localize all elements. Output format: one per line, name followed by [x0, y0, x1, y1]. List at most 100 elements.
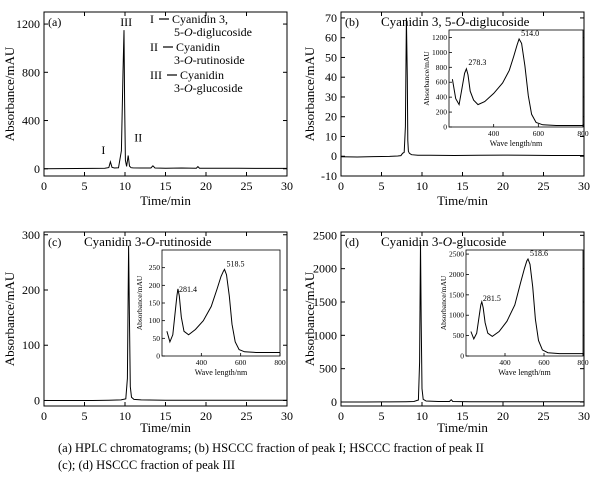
inset-peak-label: 518.6 [530, 249, 548, 258]
inset-x-tick-label: 600 [533, 129, 545, 138]
x-tick-label: 5 [379, 409, 385, 423]
inset-x-tick-label: 400 [499, 358, 511, 367]
figure-caption-line-2: (c); (d) HSCCC fraction of peak III [58, 458, 236, 472]
inset-y-tick-label: 400 [436, 93, 448, 102]
y-tick-label: 0 [331, 395, 337, 409]
y-tick-label: 2500 [313, 228, 337, 242]
x-tick-label: 10 [119, 409, 131, 423]
y-tick-label: 1000 [313, 328, 337, 342]
x-tick-label: 0 [338, 179, 344, 193]
inset-y-tick-label: 800 [436, 63, 448, 72]
inset-x-tick-label: 800 [274, 358, 286, 367]
y-tick-label: 400 [22, 114, 40, 128]
inset-x-tick-label: 800 [577, 129, 589, 138]
inset-peak-label: 281.4 [179, 285, 197, 294]
inset-frame [448, 29, 584, 128]
inset-y-tick-label: 1000 [432, 48, 447, 57]
y-tick-label: 10 [325, 129, 337, 143]
y-tick-label: 30 [325, 90, 337, 104]
y-tick-label: 0 [331, 149, 337, 163]
y-tick-label: 800 [22, 65, 40, 79]
x-tick-label: 30 [281, 409, 293, 423]
inset-y-tick-label: 1000 [449, 311, 464, 320]
x-tick-label: 15 [457, 179, 469, 193]
y-tick-label: 70 [325, 11, 337, 25]
y-tick-label: 300 [22, 228, 40, 242]
x-tick-label: 0 [41, 409, 47, 423]
chart-panel-2: 0 5 10 15 20 25 300100200300Time/minAbsorbance… [2, 228, 293, 435]
y-tick-label: 100 [22, 338, 40, 352]
x-tick-label: 0 [41, 179, 47, 193]
inset-y-axis-label: Absorbance/mAU [135, 275, 144, 330]
legend-number: III [150, 68, 162, 82]
x-axis-label: Time/min [140, 193, 191, 208]
chromatogram-line [44, 245, 287, 401]
y-axis-label: Absorbance/mAU [302, 46, 317, 141]
chromatogram-line [341, 241, 584, 403]
y-axis-label: Absorbance/mAU [2, 271, 17, 366]
inset-y-tick-label: 50 [153, 334, 161, 343]
inset-y-tick-label: 2000 [449, 270, 464, 279]
inset-y-tick-label: 200 [436, 108, 448, 117]
x-tick-label: 0 [338, 409, 344, 423]
panel-label: (d) [345, 235, 359, 249]
inset-y-tick-label: 0 [460, 352, 464, 361]
spectrum-line [470, 257, 583, 355]
x-tick-label: 10 [416, 409, 428, 423]
panel-title: Cyanidin 3-O-glucoside [381, 234, 507, 249]
x-tick-label: 10 [119, 179, 131, 193]
x-tick-label: 30 [578, 179, 590, 193]
inset-y-tick-label: 0 [156, 352, 160, 361]
legend-line-2: 5-O-diglucoside [174, 25, 252, 39]
inset-peak-label: 278.3 [468, 58, 486, 67]
y-axis-label: Absorbance/mAU [2, 46, 17, 141]
y-tick-label: 1500 [313, 295, 337, 309]
legend-line-1: Cyanidin [176, 40, 220, 54]
figure-caption-line-1: (a) HPLC chromatograms; (b) HSCCC fracti… [58, 441, 484, 455]
inset-x-tick-label: 800 [577, 358, 589, 367]
x-tick-label: 15 [160, 409, 172, 423]
y-tick-label: 1200 [16, 17, 40, 31]
uv-spectrum-inset: 400 600 800 0 500 1000 1500 2000 2500 Wave length… [439, 249, 589, 377]
y-tick-label: 500 [319, 362, 337, 376]
inset-peak-label: 514.0 [521, 29, 539, 38]
inset-x-axis-label: Wave length/nm [195, 368, 248, 377]
peak-label: III [120, 15, 132, 29]
panel-label: (b) [345, 15, 359, 29]
x-axis-label: Time/min [140, 420, 191, 435]
inset-y-tick-label: 100 [149, 316, 161, 325]
inset-y-tick-label: 0 [443, 123, 447, 132]
inset-y-axis-label: Absorbance/mAU [439, 275, 448, 330]
legend-line-2: 3-O-glucoside [174, 81, 243, 95]
x-tick-label: 20 [200, 409, 212, 423]
legend-number: I [150, 12, 154, 26]
inset-y-tick-label: 1200 [432, 33, 447, 42]
legend-line-1: Cyanidin 3, [172, 12, 228, 26]
y-tick-label: 0 [34, 162, 40, 176]
x-tick-label: 25 [241, 409, 253, 423]
inset-y-axis-label: Absorbance/mAU [422, 51, 431, 106]
x-tick-label: 25 [241, 179, 253, 193]
inset-y-tick-label: 1500 [449, 290, 464, 299]
y-axis-label: Absorbance/mAU [302, 271, 317, 366]
inset-y-tick-label: 2500 [449, 250, 464, 259]
y-tick-label: 40 [325, 70, 337, 84]
legend-number: II [150, 40, 158, 54]
chromatogram-line [43, 30, 287, 170]
y-tick-label: 20 [325, 110, 337, 124]
chromatogram-line [340, 17, 584, 158]
x-tick-label: 5 [82, 409, 88, 423]
x-tick-label: 20 [200, 179, 212, 193]
x-axis-label: Time/min [437, 193, 488, 208]
legend-line-2: 3-O-rutinoside [174, 53, 245, 67]
y-tick-label: 60 [325, 31, 337, 45]
x-tick-label: 20 [497, 409, 509, 423]
x-tick-label: 30 [281, 179, 293, 193]
chart-panel-0: 0 5 10 15 20 25 30 0 400 800 1200 Time/min Absorbanc… [2, 11, 293, 208]
inset-y-tick-label: 200 [149, 281, 161, 290]
x-tick-label: 25 [538, 179, 550, 193]
x-axis-label: Time/min [437, 420, 488, 435]
x-tick-label: 20 [497, 179, 509, 193]
x-tick-label: 15 [457, 409, 469, 423]
inset-peak-label: 281.5 [483, 294, 501, 303]
